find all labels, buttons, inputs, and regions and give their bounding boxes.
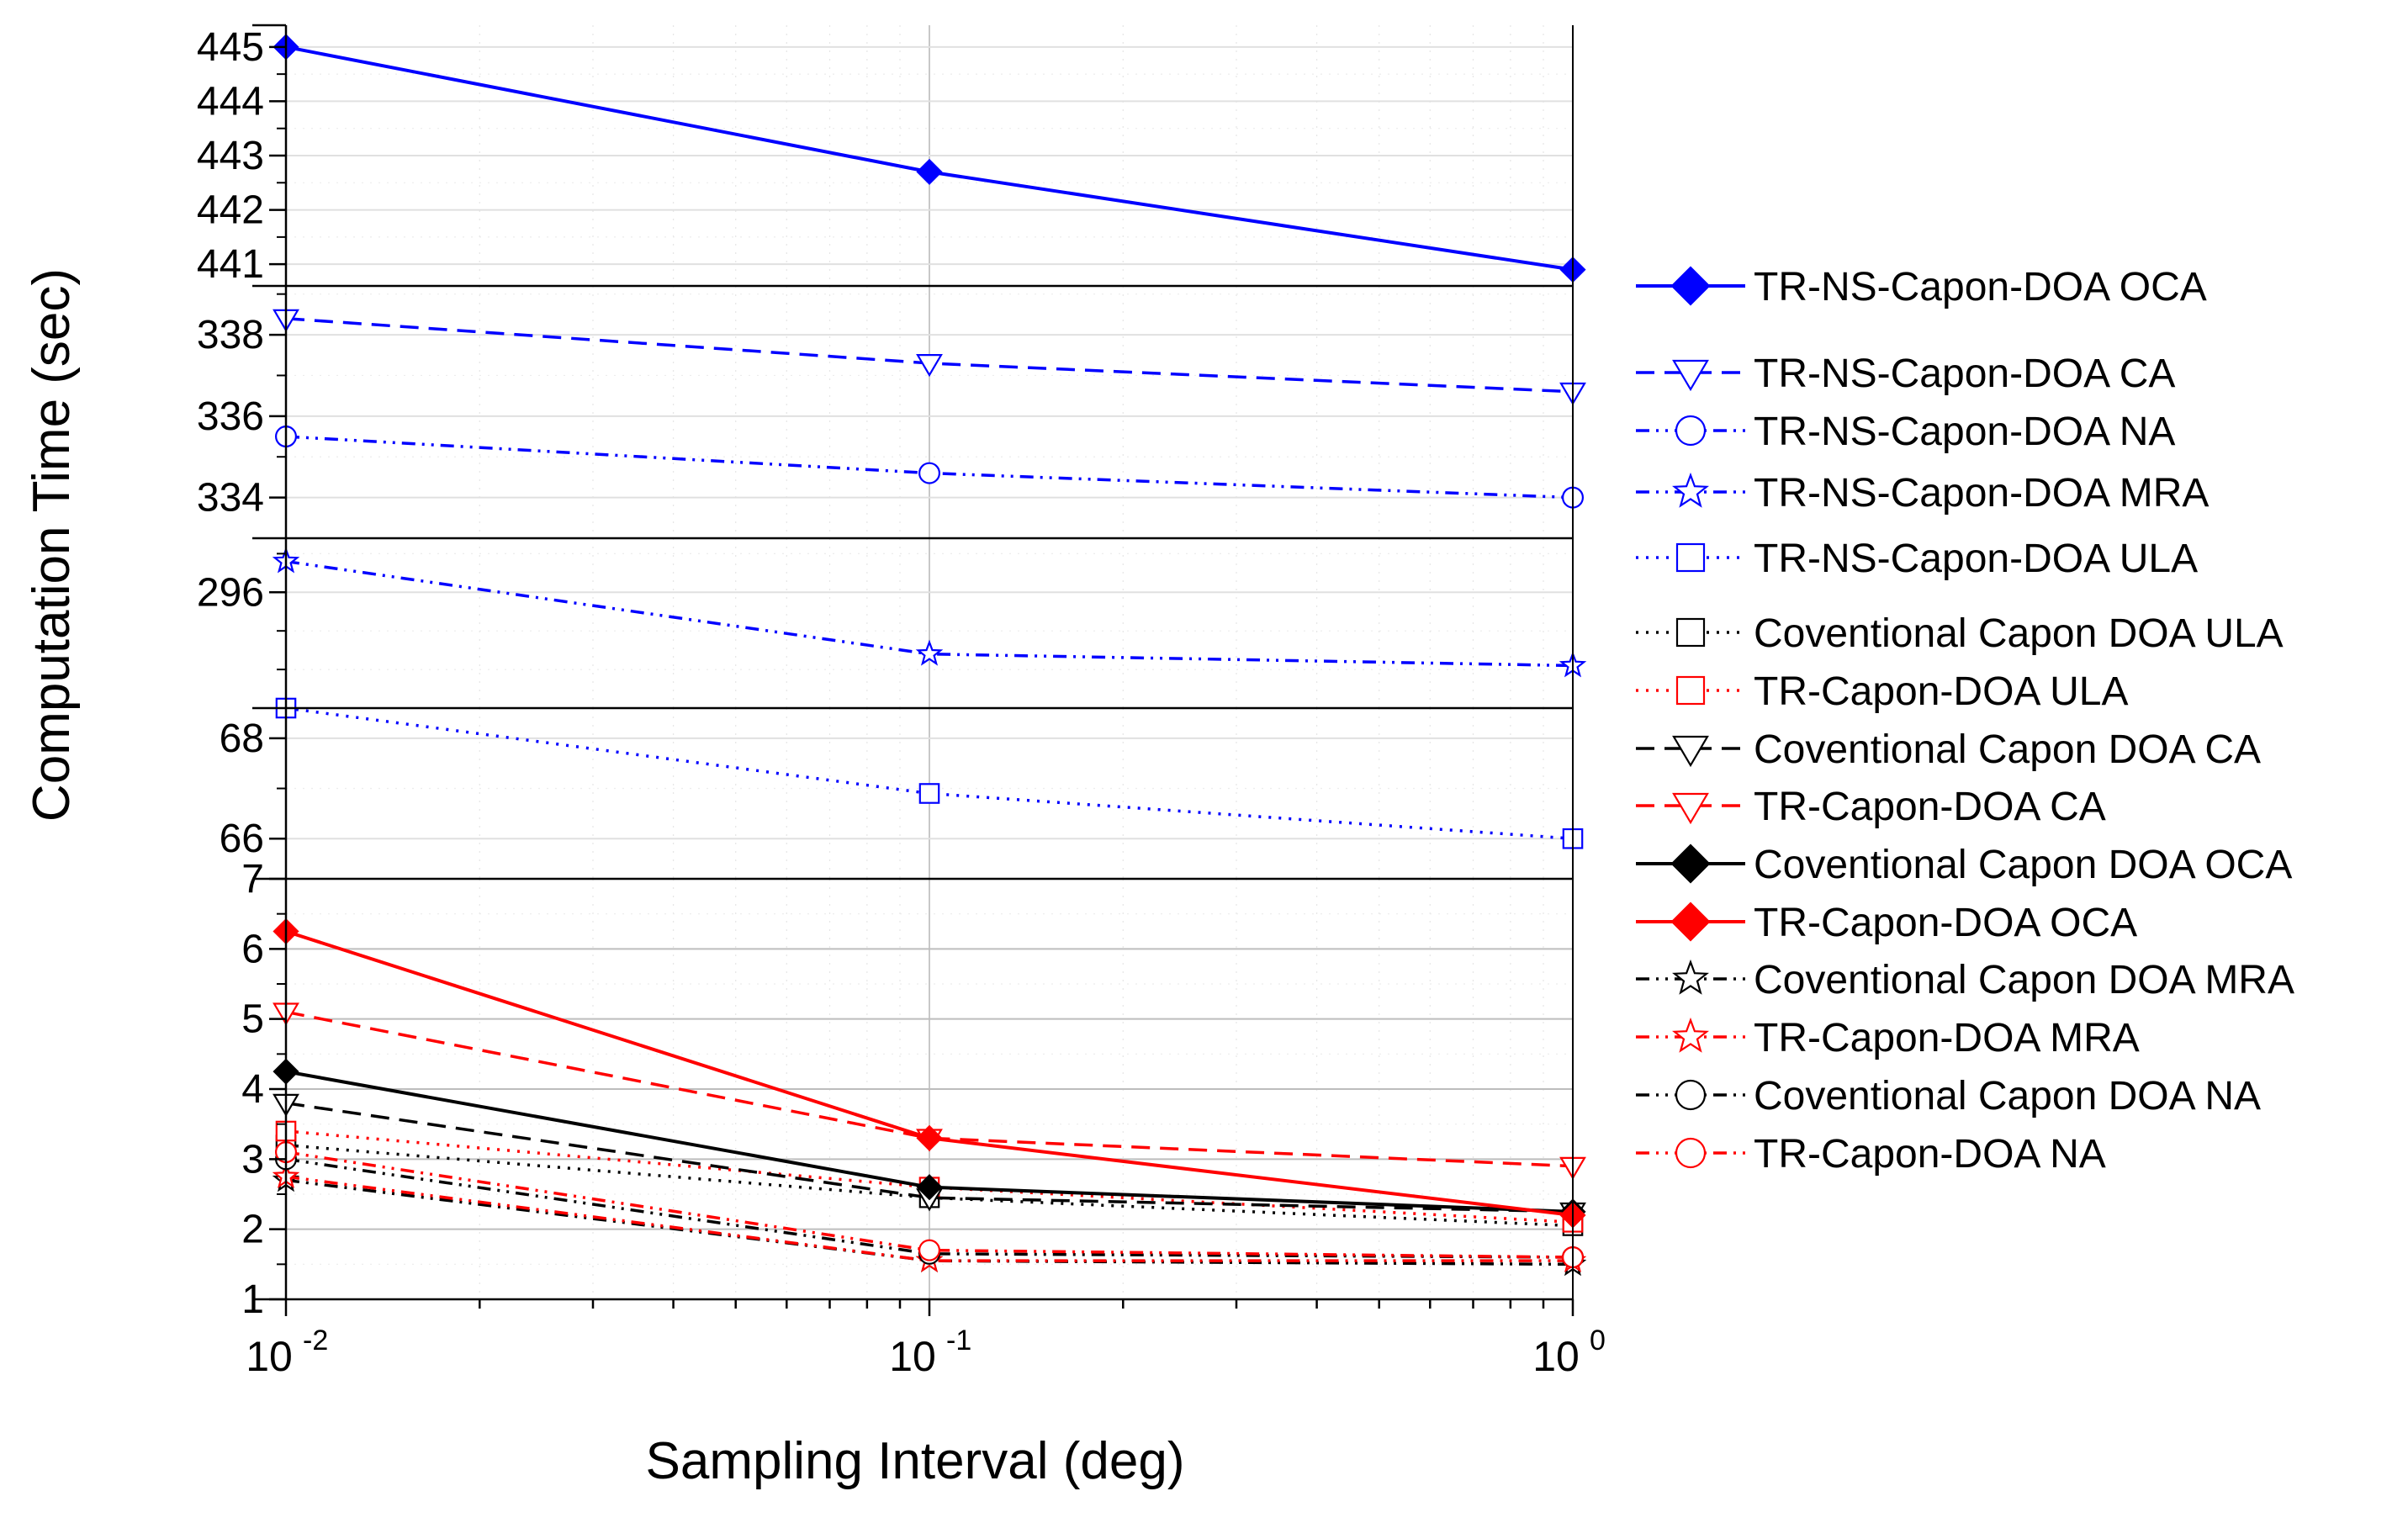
legend-label: Coventional Capon DOA CA: [1754, 727, 2261, 772]
legend-item-coventional-capon-doa-ca: Coventional Capon DOA CA: [1636, 727, 2261, 772]
legend-item-coventional-capon-doa-oca: Coventional Capon DOA OCA: [1636, 843, 2292, 887]
x-tick-exponent: -2: [303, 1325, 328, 1356]
legend-marker: [1675, 1079, 1707, 1111]
legend-marker: [1672, 959, 1709, 995]
legend-item-tr-capon-doa-ula: TR-Capon-DOA ULA: [1636, 669, 2128, 714]
x-tick-label: 10: [246, 1333, 293, 1380]
legend-marker: [1675, 542, 1706, 573]
y-tick-label: 6: [241, 927, 264, 971]
y-tick-label: 3: [241, 1137, 264, 1182]
y-tick-label: 441: [197, 242, 264, 287]
y-tick-label: 443: [197, 134, 264, 178]
axes-layer: 441 442 443 444 445 334 336 338 296 66 68 1 2 3 4 5 6 7 10…: [197, 24, 1606, 1380]
legend-label: TR-NS-Capon-DOA OCA: [1754, 265, 2207, 309]
legend-item-coventional-capon-doa-mra: Coventional Capon DOA MRA: [1636, 958, 2294, 1002]
legend-label: TR-Capon-DOA NA: [1754, 1132, 2106, 1177]
legend-label: TR-NS-Capon-DOA CA: [1754, 352, 2175, 396]
legend-label: TR-Capon-DOA ULA: [1754, 669, 2128, 714]
legend-item-tr-capon-doa-ca: TR-Capon-DOA CA: [1636, 785, 2106, 829]
data-point: [915, 639, 944, 666]
y-tick-label: 1: [241, 1277, 264, 1322]
y-tick-label: 336: [197, 394, 264, 439]
y-tick-label: 5: [241, 997, 264, 1042]
data-point: [916, 354, 943, 378]
legend-marker: [1675, 675, 1706, 706]
data-point: [918, 783, 940, 804]
legend-marker: [1670, 266, 1711, 306]
y-tick-label: 334: [197, 476, 264, 521]
data-point: [918, 462, 940, 484]
legend-marker: [1675, 617, 1706, 648]
series-line: [285, 435, 1574, 500]
legend-marker: [1675, 415, 1707, 447]
series-line: [285, 1010, 1574, 1168]
y-tick-label: 66: [220, 817, 264, 861]
y-tick-label: 442: [197, 188, 264, 233]
legend-item-tr-ns-capon-doa-mra: TR-NS-Capon-DOA MRA: [1636, 471, 2209, 516]
data-point: [916, 158, 943, 185]
legend-item-tr-capon-doa-oca: TR-Capon-DOA OCA: [1636, 901, 2137, 945]
x-axis-label: Sampling Interval (deg): [646, 1432, 1185, 1490]
legend-label: TR-Capon-DOA CA: [1754, 785, 2106, 829]
y-tick-label: 4: [241, 1067, 264, 1112]
legend-marker: [1672, 472, 1709, 508]
series-line: [285, 1178, 1574, 1267]
series-line: [285, 1101, 1574, 1214]
legend-item-coventional-capon-doa-ula: Coventional Capon DOA ULA: [1636, 611, 2284, 656]
legend: TR-NS-Capon-DOA OCA TR-NS-Capon-DOA CA TR-…: [1636, 265, 2294, 1177]
y-tick-label: 338: [197, 313, 264, 357]
legend-label: TR-Capon-DOA OCA: [1754, 901, 2137, 945]
y-tick-label: 296: [197, 570, 264, 615]
legend-marker: [1672, 735, 1709, 768]
legend-item-tr-ns-capon-doa-na: TR-NS-Capon-DOA NA: [1636, 410, 2175, 454]
y-tick-label: 444: [197, 79, 264, 124]
legend-label: Coventional Capon DOA ULA: [1754, 611, 2284, 656]
x-tick-exponent: 0: [1590, 1325, 1606, 1356]
y-tick-label: 445: [197, 25, 264, 70]
legend-marker: [1670, 843, 1711, 884]
legend-item-tr-ns-capon-doa-ula: TR-NS-Capon-DOA ULA: [1636, 537, 2198, 581]
legend-marker: [1670, 902, 1711, 942]
legend-label: TR-NS-Capon-DOA ULA: [1754, 537, 2198, 581]
legend-item-tr-capon-doa-mra: TR-Capon-DOA MRA: [1636, 1016, 2140, 1060]
legend-item-coventional-capon-doa-na: Coventional Capon DOA NA: [1636, 1074, 2261, 1118]
legend-marker: [1672, 359, 1709, 392]
legend-label: Coventional Capon DOA NA: [1754, 1074, 2261, 1118]
y-tick-label: 68: [220, 717, 264, 761]
y-axis-label: Computation Time (sec): [23, 268, 81, 822]
data-point: [918, 1239, 940, 1261]
legend-marker: [1672, 1017, 1709, 1053]
legend-marker: [1675, 1137, 1707, 1169]
series-layer: [272, 34, 1587, 1277]
x-tick-label: 10: [1532, 1333, 1580, 1380]
x-tick-label: 10: [889, 1333, 936, 1380]
legend-label: Coventional Capon DOA OCA: [1754, 843, 2292, 887]
series-tr-capon-doa-oca: [273, 918, 1586, 1229]
data-point: [916, 1174, 943, 1201]
legend-item-tr-capon-doa-na: TR-Capon-DOA NA: [1636, 1132, 2106, 1177]
x-tick-exponent: -1: [946, 1325, 971, 1356]
legend-label: Coventional Capon DOA MRA: [1754, 958, 2294, 1002]
legend-item-tr-ns-capon-doa-oca: TR-NS-Capon-DOA OCA: [1636, 265, 2207, 309]
legend-item-tr-ns-capon-doa-ca: TR-NS-Capon-DOA CA: [1636, 352, 2175, 396]
y-tick-label: 2: [241, 1208, 264, 1252]
data-point: [916, 1124, 943, 1151]
legend-marker: [1672, 792, 1709, 825]
y-tick-label: 7: [241, 857, 264, 902]
legend-label: TR-NS-Capon-DOA NA: [1754, 410, 2175, 454]
legend-label: TR-Capon-DOA MRA: [1754, 1016, 2140, 1060]
legend-label: TR-NS-Capon-DOA MRA: [1754, 471, 2209, 516]
grid-layer: [286, 25, 1573, 1299]
